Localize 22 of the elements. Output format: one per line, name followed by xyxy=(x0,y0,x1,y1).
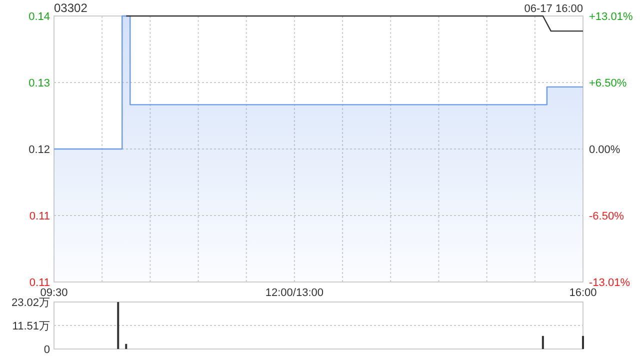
y-tick-label: 0.11 xyxy=(29,277,50,289)
y2-tick-label: +6.50% xyxy=(589,78,627,90)
y-tick-label: 11.51万 xyxy=(12,320,50,332)
y-tick-label: 0 xyxy=(44,344,50,356)
y2-tick-label: +13.01% xyxy=(589,11,633,23)
bar xyxy=(125,344,128,349)
bar xyxy=(542,336,544,349)
x-tick-label: 09:30 xyxy=(40,287,68,299)
chart-title: 03302 xyxy=(54,1,88,15)
y-tick-label: 0.12 xyxy=(28,144,50,156)
y2-tick-label: 0.00% xyxy=(589,144,620,156)
y2-tick-label: -6.50% xyxy=(589,210,624,222)
y-tick-label: 0.11 xyxy=(29,210,50,222)
y-tick-label: 0.14 xyxy=(28,11,50,23)
text: 06-17 16:00 xyxy=(524,3,583,15)
y-tick-label: 0.13 xyxy=(28,78,50,90)
x-tick-label: 12:00/13:00 xyxy=(265,287,324,299)
y-tick-label: 23.02万 xyxy=(11,297,50,309)
x-tick-label: 16:00 xyxy=(569,287,597,299)
y2-tick-label: -13.01% xyxy=(589,277,630,289)
bar xyxy=(582,336,584,349)
bar xyxy=(117,302,120,349)
